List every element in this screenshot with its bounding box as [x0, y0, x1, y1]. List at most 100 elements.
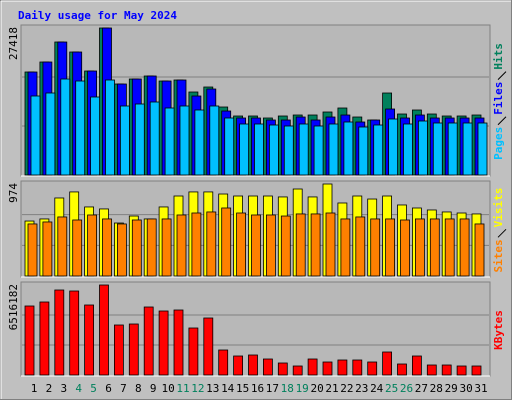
bar — [203, 317, 214, 376]
bar — [340, 218, 351, 277]
bar — [367, 361, 378, 376]
bar — [57, 216, 68, 277]
bar — [307, 358, 318, 376]
x-tick-label: 20 — [310, 382, 323, 395]
bar — [248, 354, 258, 376]
x-tick-label: 27 — [415, 382, 428, 395]
bar — [221, 207, 232, 277]
x-tick-label: 6 — [105, 382, 112, 395]
bar — [69, 290, 80, 376]
bar — [280, 215, 291, 277]
bar — [456, 365, 467, 376]
bar — [462, 122, 473, 176]
bar — [385, 218, 396, 277]
x-tick-label: 22 — [340, 382, 353, 395]
legend: KBytes — [492, 310, 505, 350]
x-tick-label: 21 — [325, 382, 338, 395]
bar — [90, 96, 100, 176]
bar — [45, 92, 56, 176]
bar — [114, 324, 124, 376]
bar — [149, 101, 160, 176]
bar — [328, 123, 339, 176]
bar — [42, 221, 53, 277]
x-tick-label: 31 — [474, 382, 487, 395]
bar — [158, 310, 169, 376]
bar — [325, 212, 336, 277]
bar — [444, 218, 455, 277]
bar — [72, 219, 83, 277]
bar — [441, 364, 452, 376]
bar — [251, 214, 261, 277]
bar — [447, 122, 458, 176]
legend-entry: Hits — [492, 43, 505, 70]
legend-entry: Pages — [492, 127, 505, 160]
bar — [105, 79, 115, 176]
bar — [283, 125, 294, 176]
x-tick-label: 26 — [400, 382, 413, 395]
bar — [24, 305, 35, 376]
bar — [295, 213, 306, 277]
x-tick-label: 17 — [266, 382, 279, 395]
x-tick-label: 16 — [251, 382, 264, 395]
bar — [382, 351, 393, 376]
bar — [224, 117, 235, 176]
bar — [268, 124, 279, 176]
x-tick-label: 29 — [445, 382, 458, 395]
legend-entry: Visits — [492, 188, 505, 228]
x-tick-label: 7 — [120, 382, 127, 395]
bar — [429, 218, 440, 277]
bar — [218, 349, 229, 376]
legend: Pages Files Hits — [492, 43, 505, 160]
bar — [60, 78, 71, 176]
x-tick-label: 4 — [75, 382, 82, 395]
bar — [432, 122, 443, 176]
bar — [388, 118, 399, 176]
bar — [164, 107, 175, 176]
bar — [298, 123, 309, 176]
x-tick-label: 28 — [430, 382, 443, 395]
bar — [179, 105, 190, 176]
y-tick-label: 6516182 — [7, 284, 20, 330]
bar — [337, 359, 348, 376]
legend-entry: Sites — [492, 239, 505, 272]
bar — [191, 212, 202, 277]
bar — [459, 218, 470, 277]
chart-title: Daily usage for May 2024 — [18, 9, 177, 22]
bar — [194, 109, 205, 176]
bar — [117, 223, 127, 277]
bar — [146, 218, 157, 277]
bar — [128, 323, 139, 376]
y-tick-label: 27418 — [7, 27, 20, 60]
bar — [400, 219, 410, 277]
bar — [84, 304, 94, 376]
legend-separator — [497, 228, 507, 238]
bar — [173, 309, 184, 376]
bar — [370, 218, 381, 277]
legend-separator — [497, 71, 507, 80]
bar — [322, 361, 333, 376]
bar — [236, 212, 247, 277]
bar — [352, 359, 363, 376]
bar — [355, 216, 366, 277]
bar — [134, 103, 145, 176]
bar — [358, 126, 369, 176]
bar — [120, 105, 130, 176]
bar — [131, 219, 142, 277]
x-tick-label: 30 — [459, 382, 472, 395]
bar — [188, 327, 199, 376]
bar — [206, 211, 217, 277]
bar — [99, 284, 109, 376]
bar — [176, 214, 187, 277]
bar — [209, 105, 220, 176]
legend-entry: KBytes — [492, 310, 505, 350]
bar — [254, 123, 264, 176]
bar — [277, 362, 288, 376]
y-tick-label: 974 — [7, 183, 20, 203]
bar — [239, 123, 250, 176]
bar — [233, 355, 244, 376]
bar — [414, 218, 425, 277]
bar — [471, 365, 482, 376]
x-tick-label: 18 — [281, 382, 294, 395]
bar — [397, 363, 407, 376]
bar — [161, 218, 172, 277]
